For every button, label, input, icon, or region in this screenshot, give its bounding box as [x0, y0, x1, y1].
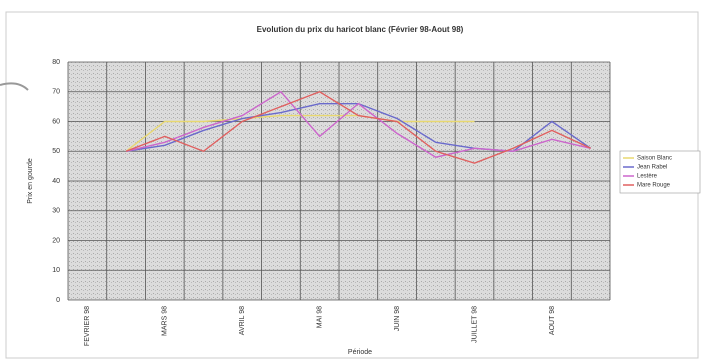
- series-line: [125, 90, 591, 158]
- y-tick-label: 70: [52, 89, 60, 96]
- series-line: [125, 90, 591, 164]
- x-tick-label: AOUT 98: [549, 306, 556, 335]
- x-tick-label: AVRIL 98: [239, 306, 246, 335]
- x-tick-label: MARS 98: [162, 306, 169, 336]
- y-tick-label: 50: [52, 148, 60, 155]
- legend-label: Saison Blanc: [637, 156, 672, 162]
- chart-title: Evolution du prix du haricot blanc (Févr…: [257, 25, 464, 34]
- x-tick-label: MAI 98: [316, 306, 323, 328]
- x-axis-label: Période: [348, 349, 372, 356]
- y-tick-label: 20: [52, 237, 60, 244]
- x-tick-label: JUILLET 98: [471, 306, 478, 343]
- x-tick-label: JUIN 98: [394, 306, 401, 331]
- decoration: [0, 82, 29, 91]
- y-tick-label: 80: [52, 59, 60, 66]
- legend-label: Jean Rabel: [637, 165, 667, 171]
- y-tick-label: 0: [56, 297, 60, 304]
- y-axis-label: Prix en gourde: [27, 158, 34, 204]
- y-tick-label: 30: [52, 208, 60, 215]
- y-tick-label: 10: [52, 267, 60, 274]
- y-tick-label: 60: [52, 118, 60, 125]
- legend-label: Lestère: [637, 174, 658, 180]
- x-tick-label: FEVRIER 98: [84, 306, 91, 346]
- legend-label: Mare Rouge: [637, 183, 671, 189]
- y-tick-label: 40: [52, 178, 60, 185]
- series-line: [125, 114, 475, 152]
